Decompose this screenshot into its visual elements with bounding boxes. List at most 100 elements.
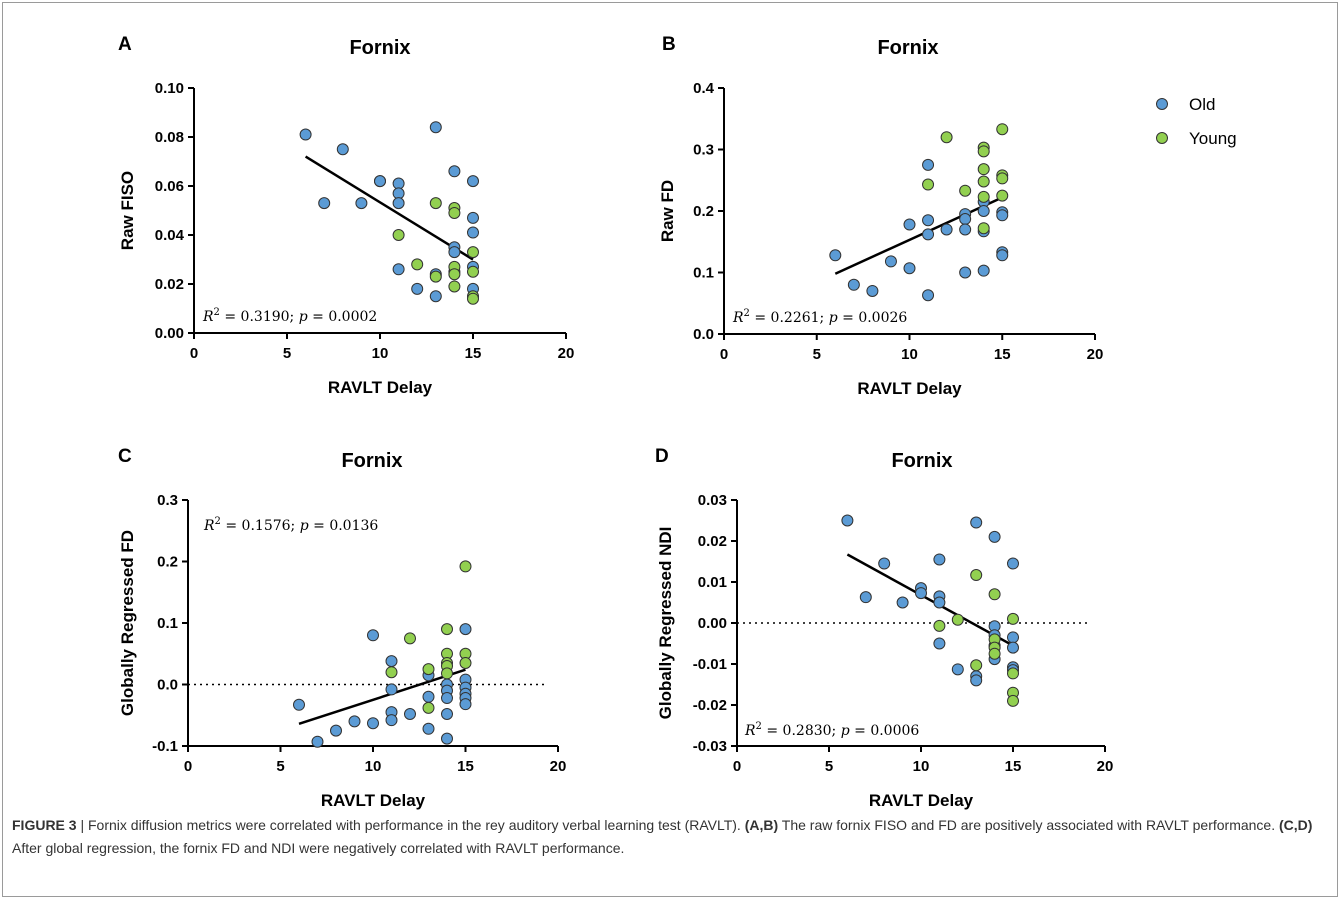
data-point-young <box>940 131 953 144</box>
data-point-old <box>299 128 312 141</box>
data-point-young <box>933 619 946 632</box>
y-tick-label: 0.06 <box>155 178 184 195</box>
data-point-old <box>467 175 479 188</box>
x-tick-label: 20 <box>558 345 575 362</box>
y-tick-label: 0.03 <box>698 492 727 509</box>
data-point-young <box>422 663 435 676</box>
data-point-old <box>422 690 435 703</box>
legend-marker-old <box>1156 98 1168 110</box>
y-axis-label: Raw FISO <box>118 171 137 250</box>
data-point-old <box>841 514 854 527</box>
regression-line <box>298 668 466 726</box>
data-point-old <box>392 197 405 210</box>
data-point-old <box>996 209 1009 222</box>
panel-d: D Fornix 0 5 10 15 20 -0.03 -0.02 -0.01 0.00 0.01 0.… <box>655 446 1113 810</box>
data-point-old <box>933 637 946 650</box>
x-tick-label: 0 <box>190 345 198 362</box>
data-point-young <box>922 178 935 191</box>
data-point-young <box>385 666 398 679</box>
chart-title: Fornix <box>891 450 952 472</box>
data-point-young <box>459 656 472 669</box>
data-point-young <box>467 246 479 259</box>
x-tick-label: 20 <box>550 758 567 775</box>
y-tick-label: 0.00 <box>698 615 727 632</box>
data-point-young <box>422 701 435 714</box>
data-point-old <box>829 249 842 262</box>
data-point-old <box>988 530 1001 543</box>
data-point-old <box>336 143 349 156</box>
stats-annotation: R2 = 0.1576; p = 0.0136 <box>203 516 378 534</box>
data-point-old <box>922 228 935 241</box>
data-point-old <box>355 197 368 210</box>
data-point-old <box>933 596 946 609</box>
data-point-young <box>429 270 442 283</box>
data-point-young <box>459 560 472 573</box>
data-point-old <box>922 289 935 302</box>
y-tick-label: 0.4 <box>693 80 715 97</box>
legend-group: Old Young <box>1156 95 1237 148</box>
y-tick-label: -0.02 <box>693 697 727 714</box>
data-point-old <box>977 264 990 277</box>
x-tick-label: 5 <box>825 758 833 775</box>
chart-title: Fornix <box>349 37 410 59</box>
data-point-young <box>448 206 461 219</box>
data-point-young <box>959 184 972 197</box>
data-point-old <box>467 211 479 224</box>
data-point-young <box>467 292 479 305</box>
data-point-old <box>367 629 379 642</box>
data-point-old <box>318 197 331 210</box>
y-tick-label: 0.0 <box>693 326 714 343</box>
x-tick-label: 0 <box>184 758 192 775</box>
x-tick-label: 5 <box>283 345 291 362</box>
data-point-old <box>903 262 916 275</box>
y-tick-label: 0.04 <box>155 227 185 244</box>
legend-marker-young <box>1156 132 1168 144</box>
x-tick-label: 0 <box>733 758 741 775</box>
data-point-young <box>411 258 424 271</box>
x-tick-label: 10 <box>901 346 918 363</box>
data-point-young <box>988 588 1001 601</box>
data-point-young <box>977 145 990 158</box>
data-point-old <box>915 587 927 600</box>
data-point-young <box>996 189 1009 202</box>
series-young <box>392 197 479 305</box>
figure-caption: FIGURE 3 | Fornix diffusion metrics were… <box>12 814 1327 860</box>
data-point-young <box>977 163 990 176</box>
data-point-old <box>385 714 398 727</box>
chart-title: Fornix <box>877 37 938 59</box>
y-tick-label: 0.1 <box>157 615 178 632</box>
x-axis-label: RAVLT Delay <box>328 378 433 397</box>
data-point-young <box>970 569 983 582</box>
data-point-young <box>977 190 990 203</box>
x-tick-label: 5 <box>276 758 284 775</box>
data-point-old <box>1007 557 1019 570</box>
data-point-young <box>441 623 453 636</box>
x-axis-label: RAVLT Delay <box>321 791 426 810</box>
data-point-old <box>330 724 342 737</box>
y-tick-label: -0.01 <box>693 656 727 673</box>
data-point-old <box>441 732 453 745</box>
data-point-young <box>448 268 461 281</box>
x-tick-label: 10 <box>372 345 389 362</box>
data-point-young <box>977 175 990 188</box>
data-point-old <box>959 212 972 225</box>
data-point-old <box>959 266 972 279</box>
panel-a: A Fornix 0 5 10 15 20 0.00 0.02 0.04 0.06 0.08 0.10 R… <box>118 34 574 397</box>
y-tick-label: 0.2 <box>693 203 714 220</box>
x-tick-label: 15 <box>457 758 474 775</box>
data-point-old <box>866 284 879 297</box>
data-point-old <box>385 683 398 696</box>
data-point-young <box>1007 612 1019 625</box>
data-point-young <box>429 197 442 210</box>
y-tick-label: 0.02 <box>698 533 727 550</box>
data-point-young <box>996 123 1009 136</box>
series-old <box>829 158 1009 302</box>
legend-label: Old <box>1189 95 1215 114</box>
y-tick-label: 0.3 <box>157 492 178 509</box>
y-axis-label: Raw FD <box>658 180 677 242</box>
data-point-young <box>970 659 983 672</box>
y-tick-label: 0.0 <box>157 677 178 694</box>
caption-text-3: After global regression, the fornix FD a… <box>12 840 625 856</box>
